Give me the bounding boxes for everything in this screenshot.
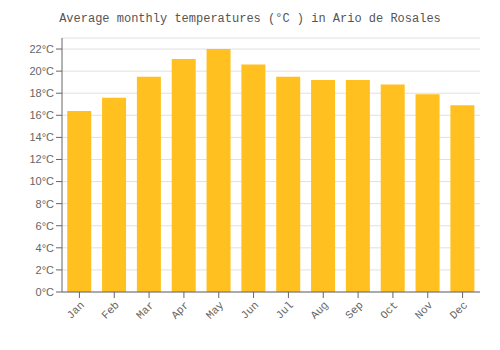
- svg-text:16°C: 16°C: [29, 109, 54, 121]
- html-text:Average monthly temperatures (: Average monthly temperatures (°C ) in Ar…: [59, 12, 441, 26]
- svg-text:Sep: Sep: [343, 299, 365, 321]
- svg-text:Dec: Dec: [448, 299, 470, 321]
- svg-text:10°C: 10°C: [29, 175, 54, 187]
- svg-text:Feb: Feb: [99, 299, 121, 321]
- svg-text:Oct: Oct: [378, 299, 400, 321]
- svg-text:2°C: 2°C: [36, 264, 55, 276]
- svg-text:0°C: 0°C: [36, 286, 55, 298]
- svg-text:4°C: 4°C: [36, 242, 55, 254]
- svg-text:12°C: 12°C: [29, 153, 54, 165]
- svg-text:20°C: 20°C: [29, 65, 54, 77]
- svg-text:6°C: 6°C: [36, 220, 55, 232]
- svg-text:8°C: 8°C: [36, 198, 55, 210]
- svg-text:Jan: Jan: [65, 299, 87, 321]
- svg-text:22°C: 22°C: [29, 43, 54, 55]
- svg-text:18°C: 18°C: [29, 87, 54, 99]
- svg-text:Aug: Aug: [308, 299, 330, 321]
- svg-text:Jul: Jul: [274, 299, 296, 321]
- svg-text:14°C: 14°C: [29, 131, 54, 143]
- svg-text:Nov: Nov: [413, 299, 436, 322]
- svg-text:May: May: [204, 299, 227, 322]
- svg-text:Jun: Jun: [239, 299, 261, 321]
- svg-text:Mar: Mar: [134, 299, 156, 321]
- svg-text:Apr: Apr: [169, 299, 191, 321]
